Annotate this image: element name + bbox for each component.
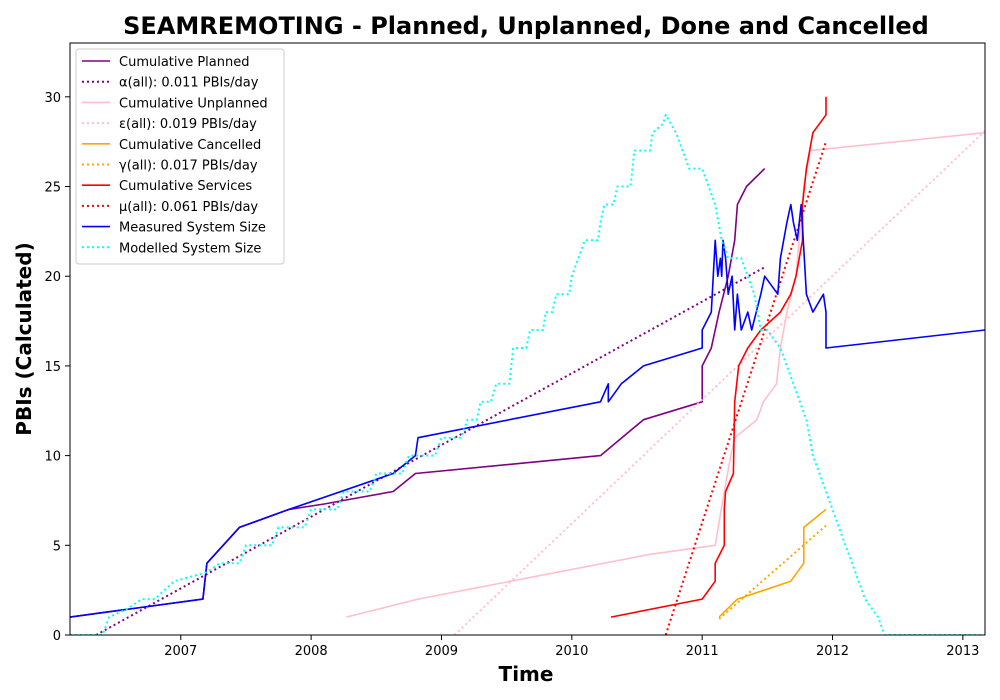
legend-label-4: Cumulative Cancelled — [119, 138, 261, 153]
legend-box — [75, 48, 285, 265]
legend-label-5: γ(all): 0.017 PBIs/day — [119, 159, 258, 174]
x-tick-label: 2011 — [686, 644, 719, 659]
series-line-1 — [95, 266, 766, 635]
y-tick-label: 15 — [44, 360, 61, 375]
y-tick-label: 5 — [53, 539, 61, 554]
legend-label-9: Modelled System Size — [119, 241, 261, 256]
legend-label-8: Measured System Size — [119, 221, 266, 236]
series-line-7 — [664, 141, 827, 635]
y-axis: 0 5 10 15 20 25 30 — [44, 91, 70, 644]
series-line-6 — [610, 96, 827, 618]
x-axis-label: Time — [499, 662, 554, 686]
series-layer — [70, 96, 985, 635]
legend-label-7: μ(all): 0.061 PBIs/day — [119, 200, 258, 215]
y-tick-label: 10 — [44, 450, 61, 465]
x-tick-label: 2013 — [946, 644, 979, 659]
series-line-3 — [453, 130, 985, 635]
series-line-2 — [346, 131, 985, 618]
legend-label-0: Cumulative Planned — [119, 55, 249, 70]
chart-title: SEAMREMOTING - Planned, Unplanned, Done … — [123, 12, 929, 40]
legend-label-3: ε(all): 0.019 PBIs/day — [119, 117, 257, 132]
y-tick-label: 30 — [44, 91, 61, 106]
x-axis: 2007 2008 2009 2010 2011 2012 2013 — [164, 635, 979, 659]
x-tick-label: 2008 — [295, 644, 328, 659]
legend: Cumulative Planned α(all): 0.011 PBIs/day… — [75, 48, 285, 265]
legend-label-1: α(all): 0.011 PBIs/day — [119, 76, 259, 91]
y-tick-label: 0 — [53, 629, 61, 644]
plot-area-frame — [69, 42, 986, 636]
x-tick-label: 2009 — [425, 644, 458, 659]
y-axis-label: PBIs (Calculated) — [12, 242, 36, 435]
series-line-5 — [718, 524, 827, 620]
y-tick-label: 25 — [44, 181, 61, 196]
x-tick-label: 2012 — [816, 644, 849, 659]
legend-label-2: Cumulative Unplanned — [119, 96, 268, 111]
series-line-4 — [718, 508, 827, 618]
y-tick-label: 20 — [44, 270, 61, 285]
x-tick-label: 2010 — [555, 644, 588, 659]
x-tick-label: 2007 — [164, 644, 197, 659]
legend-label-6: Cumulative Services — [119, 179, 252, 194]
series-line-8 — [70, 203, 985, 618]
